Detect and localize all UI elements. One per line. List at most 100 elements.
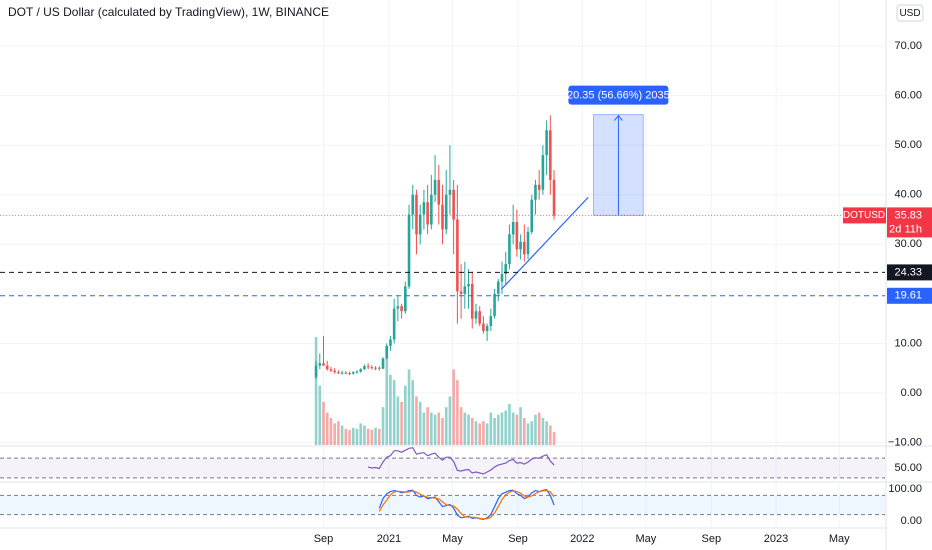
candle-body [407, 214, 411, 287]
price-tag-label: 19.61 [894, 290, 922, 302]
volume-bar [470, 418, 474, 445]
rsi-tick-label: 50.00 [894, 462, 922, 474]
candle-body [441, 204, 444, 230]
volume-bar [355, 428, 359, 445]
volume-bar [515, 414, 519, 445]
y-tick-label: 60.00 [894, 90, 922, 102]
candle-body [344, 372, 348, 374]
currency-button[interactable] [896, 4, 924, 22]
volume-bar [430, 412, 433, 445]
volume-bar [329, 418, 333, 445]
volume-bar [530, 421, 534, 445]
rsi-band [0, 458, 885, 478]
y-tick-label: 30.00 [894, 238, 922, 250]
volume-bar [366, 428, 370, 445]
candle-body [541, 155, 545, 190]
candle-body [504, 264, 508, 275]
candle-body [474, 311, 478, 319]
candle-body [485, 326, 489, 332]
x-tick-label: Sep [314, 533, 334, 545]
chart-title: DOT / US Dollar (calculated by TradingVi… [8, 5, 329, 19]
volume-bar [452, 369, 455, 445]
candle-body [482, 323, 485, 332]
stoch-tick-label: 100.00 [888, 483, 922, 495]
candle-body [537, 184, 541, 190]
volume-bar [422, 412, 426, 445]
candle-body [314, 365, 318, 378]
candle-body [418, 214, 422, 235]
volume-bar [396, 396, 400, 445]
measure-label-box [568, 85, 669, 105]
stoch-band [0, 495, 885, 515]
price-tag-label: 24.33 [894, 266, 922, 278]
candle-body [470, 283, 474, 319]
volume-bar [348, 429, 351, 445]
volume-bar [545, 421, 548, 445]
candle-body [333, 370, 336, 373]
volume-bar [534, 414, 537, 445]
candle-body [511, 222, 515, 235]
volume-bar [496, 414, 500, 445]
volume-bar [456, 380, 459, 445]
candle-body [340, 372, 344, 374]
volume-bar [448, 396, 452, 445]
rsi-line [367, 447, 555, 475]
candle-body [381, 358, 385, 369]
volume-bar [441, 418, 444, 445]
symbol-label: DOTUSD [843, 210, 885, 221]
candle-body [463, 286, 467, 294]
volume-bar [389, 374, 392, 445]
candle-body [363, 366, 366, 370]
volume-bar [504, 410, 508, 445]
volume-bar [337, 421, 340, 445]
candle-body [426, 202, 429, 225]
volume-bar [437, 412, 441, 445]
candle-body [534, 184, 537, 200]
candle-body [452, 189, 455, 220]
x-tick-label: 2023 [764, 533, 788, 545]
candle-body [433, 179, 437, 195]
volume-bar [463, 412, 467, 445]
volume-bar [392, 380, 396, 445]
x-tick-label: May [442, 533, 463, 545]
candle-body [500, 274, 504, 282]
candle-body [523, 241, 526, 255]
volume-bar [426, 407, 429, 445]
volume-bar [404, 385, 407, 445]
candle-body [322, 363, 325, 366]
volume-bar [333, 423, 336, 445]
candle-body [422, 202, 426, 215]
volume-bar [549, 425, 552, 445]
volume-bar [322, 401, 325, 445]
volume-bar [407, 369, 411, 445]
volume-bar [493, 418, 496, 445]
candle-body [348, 373, 351, 375]
volume-bar [523, 418, 526, 445]
volume-bar [318, 385, 322, 445]
volume-bar [340, 425, 344, 445]
volume-bar [478, 423, 481, 445]
volume-bar [351, 427, 355, 445]
candle-body [415, 194, 418, 235]
candle-body [526, 231, 530, 255]
candle-body [385, 345, 389, 359]
candle-body [545, 130, 548, 156]
candle-body [489, 316, 493, 327]
y-tick-label: −10.00 [888, 436, 922, 448]
candle-body [496, 281, 500, 294]
candle-body [366, 366, 370, 368]
volume-bar [370, 429, 374, 445]
volume-bar [411, 380, 415, 445]
volume-bar [526, 423, 530, 445]
volume-bar [314, 337, 318, 445]
volume-bar [444, 407, 448, 445]
volume-bar [500, 412, 504, 445]
currency-label[interactable]: USD [899, 8, 920, 19]
candle-body [549, 130, 552, 180]
candle-body [456, 219, 459, 292]
candle-body [552, 179, 556, 216]
volume-bar [374, 427, 377, 445]
candle-body [430, 194, 433, 225]
